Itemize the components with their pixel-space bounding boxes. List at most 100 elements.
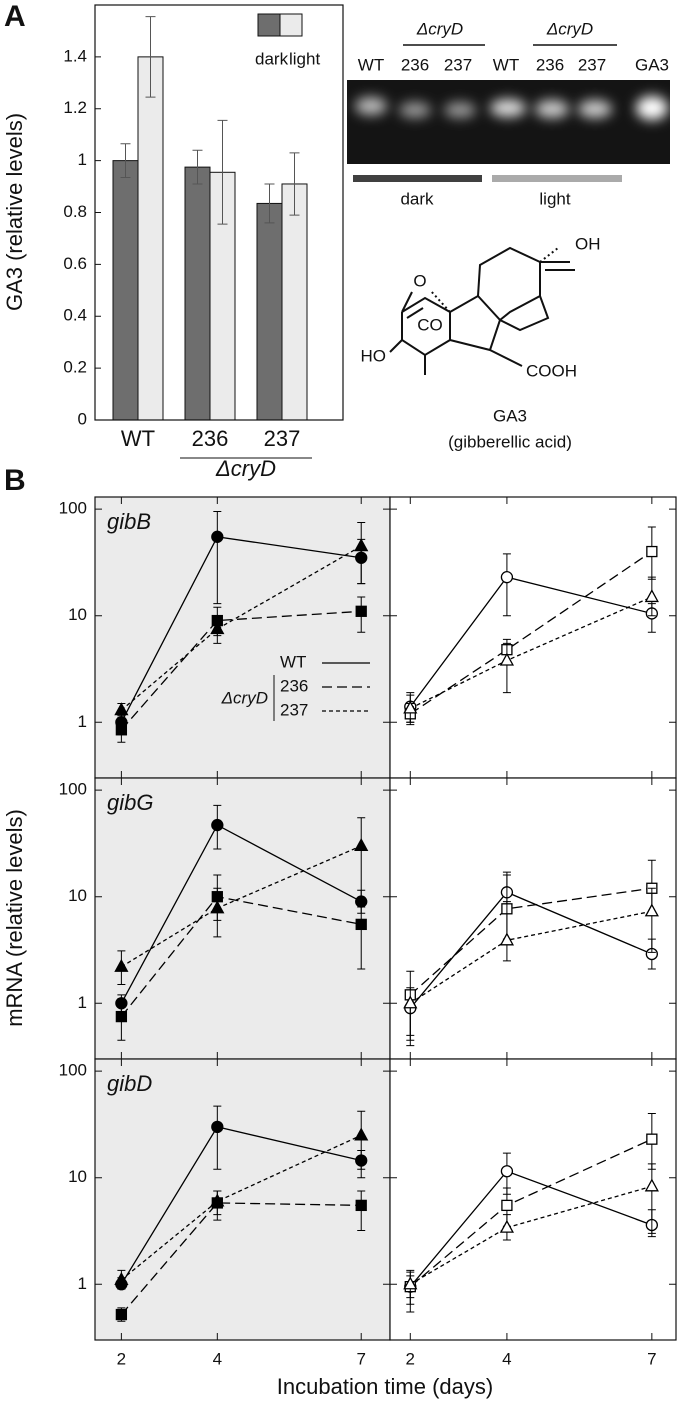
legend-label: 237: [280, 700, 308, 719]
condition-label: dark: [400, 189, 434, 208]
error-bar: [357, 521, 366, 585]
marker: [355, 1199, 367, 1212]
y-tick-label: 1: [78, 150, 87, 169]
y-axis-label: mRNA (relative levels): [2, 809, 27, 1027]
gel-band: [444, 102, 476, 118]
y-tick-label: 1: [78, 1274, 87, 1293]
chemical-structure: OH O CO HO COOH GA3 (gibberellic acid): [361, 234, 601, 451]
error-bar: [120, 143, 131, 178]
y-tick-label: 0.2: [63, 358, 87, 377]
marker: [210, 621, 225, 635]
bond: [389, 339, 403, 353]
marker: [499, 932, 515, 946]
marker: [114, 958, 129, 972]
y-tick-label: 10: [68, 1167, 87, 1186]
bond: [401, 291, 413, 313]
error-bar: [289, 152, 300, 216]
lane-label: GA3: [635, 55, 669, 74]
marker: [499, 1219, 515, 1233]
marker: [114, 702, 129, 716]
marker: [354, 538, 369, 552]
marker: [355, 918, 367, 931]
x-axis-label: Incubation time (days): [277, 1374, 493, 1399]
x-tick-label: 2: [117, 1349, 126, 1368]
condition-label: light: [539, 189, 570, 208]
x-tick-label: 7: [356, 1349, 365, 1368]
marker: [644, 903, 659, 917]
legend-swatch: [279, 13, 303, 37]
bond: [477, 246, 541, 321]
legend-label: 236: [280, 676, 308, 695]
gel-bands: [355, 96, 668, 120]
y-tick-label: 0.4: [63, 306, 87, 325]
marker: [115, 1308, 128, 1321]
bar: [112, 160, 139, 421]
bond: [539, 247, 559, 263]
gel-band: [490, 99, 526, 117]
plot-background: [94, 1058, 391, 1341]
dark-bar: [353, 175, 482, 182]
marker: [646, 545, 658, 558]
marker: [644, 589, 659, 603]
series-line: [120, 1202, 362, 1315]
legend-swatch: [257, 13, 281, 37]
marker: [354, 838, 369, 852]
plot-background: [389, 496, 677, 779]
error-bar: [357, 817, 366, 903]
gel-band: [636, 96, 668, 120]
lane-label: 237: [444, 55, 472, 74]
legend-group: ΔcryD: [221, 688, 268, 707]
atom-label: COOH: [526, 361, 577, 380]
error-bar: [213, 1105, 222, 1170]
marker: [211, 530, 224, 543]
marker: [500, 1165, 514, 1178]
bond: [499, 295, 550, 332]
y-tick-label: 0.8: [63, 202, 87, 221]
plot-background: [389, 777, 677, 1060]
plot-background: [389, 1058, 677, 1341]
y-axis-label: GA3 (relative levels): [2, 113, 27, 311]
plot-frame: [94, 4, 344, 421]
y-tick-label: 10: [68, 886, 87, 905]
y-tick-label: 1: [78, 712, 87, 731]
plot-background: [94, 496, 391, 779]
marker: [354, 1127, 369, 1141]
gel-band: [535, 100, 569, 118]
marker: [403, 700, 418, 714]
gel-band: [578, 100, 612, 118]
marker: [210, 1193, 225, 1207]
lane-label: 236: [536, 55, 564, 74]
bar: [184, 166, 211, 421]
marker: [403, 995, 418, 1009]
x-tick-label: 237: [264, 426, 301, 451]
marker: [211, 1120, 224, 1134]
atom-label: CO: [417, 315, 443, 334]
marker: [644, 1178, 659, 1192]
gel-group-label: ΔcryD: [546, 19, 593, 38]
x-tick-label: 7: [647, 1349, 656, 1368]
error-bar: [357, 906, 366, 970]
legend-label: WT: [280, 652, 306, 671]
error-bar: [502, 901, 511, 962]
marker: [211, 818, 224, 832]
marker: [501, 1199, 513, 1212]
lane-label: WT: [493, 55, 519, 74]
panel-label: B: [4, 464, 26, 497]
error-bar: [502, 642, 511, 694]
panel-title: gibB: [107, 509, 151, 534]
light-bar: [492, 175, 622, 182]
y-tick-label: 1.2: [63, 98, 87, 117]
plot-background: [94, 777, 391, 1060]
bar: [256, 202, 283, 421]
x-tick-label: 2: [406, 1349, 415, 1368]
y-tick-label: 100: [59, 499, 87, 518]
lane-label: 236: [401, 55, 429, 74]
series-line: [120, 610, 362, 731]
error-bar: [213, 511, 222, 605]
legend-label: dark: [255, 49, 289, 68]
marker: [355, 605, 367, 617]
y-tick-label: 1: [78, 993, 87, 1012]
error-bar: [502, 553, 511, 617]
